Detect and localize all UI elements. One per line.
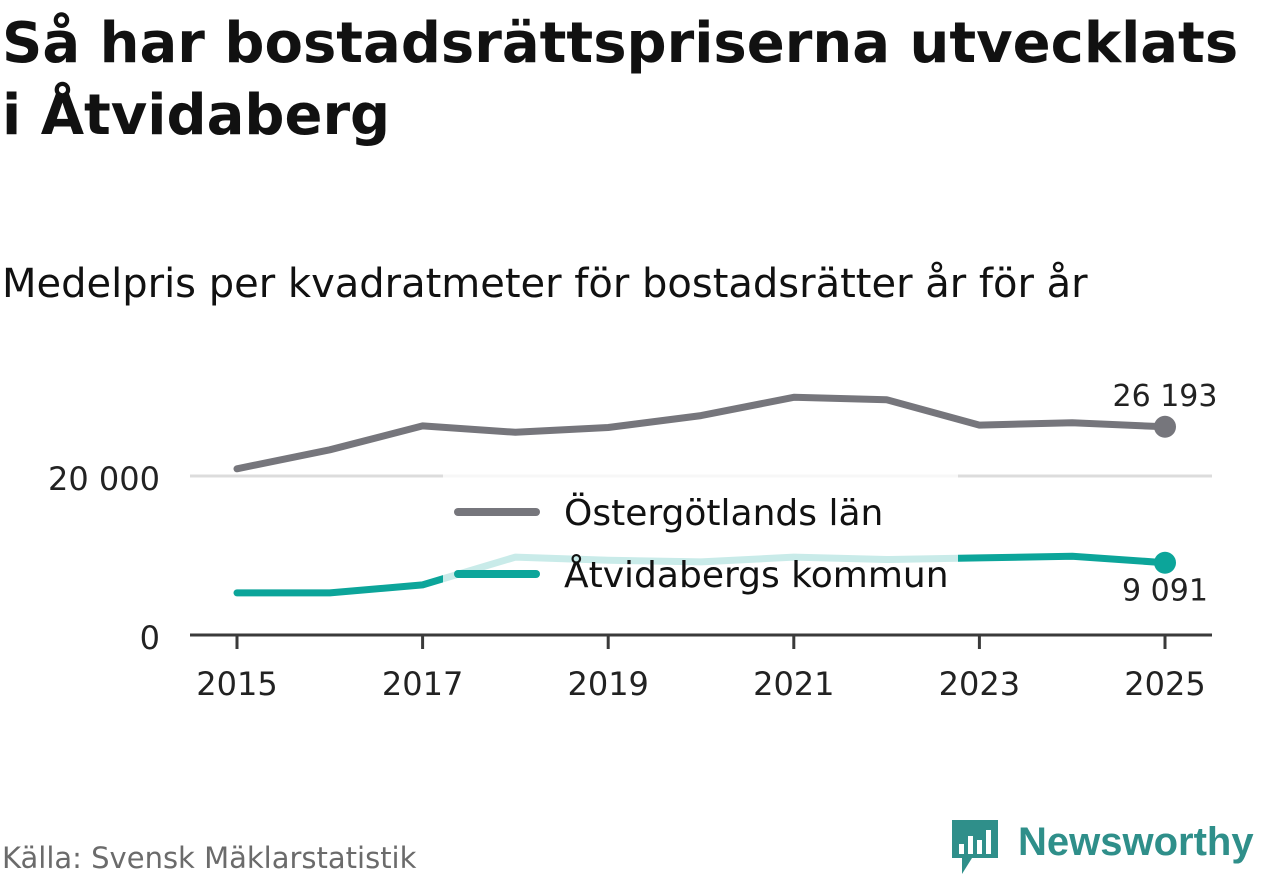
end-value-label: 9 091 xyxy=(1122,574,1208,609)
legend-label: Åtvidabergs kommun xyxy=(564,553,949,596)
series-line-ostergotlands-lan xyxy=(233,393,1169,473)
x-tick-label: 2015 xyxy=(196,665,277,703)
newsworthy-logo-icon xyxy=(952,820,998,874)
y-tick-label: 20 000 xyxy=(48,460,160,498)
x-tick-label: 2021 xyxy=(753,665,834,703)
data-labels: 26 193 9 091 xyxy=(1113,379,1218,609)
axes: 0 20 000 2015 2017 2019 2021 2023 2025 xyxy=(48,460,1212,703)
end-point-marker xyxy=(1154,551,1176,574)
x-tick-label: 2023 xyxy=(939,665,1020,703)
x-tick-label: 2025 xyxy=(1124,665,1205,703)
x-tick-label: 2019 xyxy=(567,665,648,703)
legend: Östergötlands län Åtvidabergs kommun xyxy=(443,468,958,596)
x-tick-label: 2017 xyxy=(382,665,463,703)
legend-label: Östergötlands län xyxy=(564,492,883,534)
source-note: Källa: Svensk Mäklarstatistik xyxy=(2,841,417,875)
newsworthy-logo[interactable]: Newsworthy xyxy=(950,818,1260,878)
chart-subtitle: Medelpris per kvadratmeter för bostadsrä… xyxy=(2,261,1088,307)
y-tick-label: 0 xyxy=(140,619,160,657)
chart-title: Så har bostadsrättspriserna utvecklats i… xyxy=(2,11,1239,148)
brand-name: Newsworthy xyxy=(1018,820,1254,864)
end-value-label: 26 193 xyxy=(1113,379,1218,414)
end-point-marker xyxy=(1154,415,1176,438)
